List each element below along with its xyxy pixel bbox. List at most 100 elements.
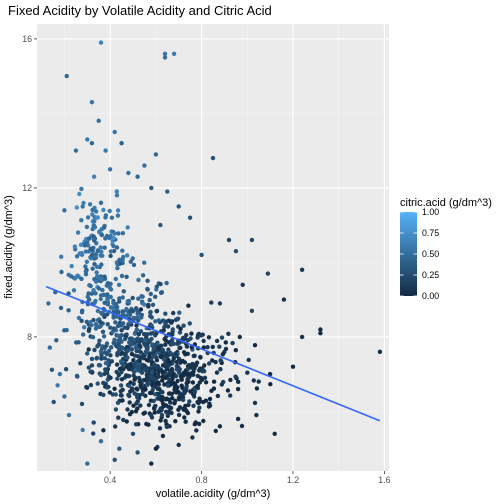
- data-point: [91, 431, 96, 436]
- data-point: [119, 393, 124, 398]
- data-point: [173, 419, 178, 424]
- data-point: [110, 329, 115, 335]
- data-point: [181, 323, 186, 328]
- data-point: [84, 259, 90, 264]
- data-point: [120, 350, 125, 356]
- data-point: [103, 361, 109, 366]
- data-point: [116, 415, 121, 420]
- data-point: [187, 399, 192, 404]
- data-point: [131, 358, 136, 363]
- data-point: [66, 272, 71, 277]
- minor-gridlines: [37, 24, 389, 471]
- data-point: [124, 313, 129, 318]
- data-point: [108, 353, 113, 358]
- data-point: [151, 398, 156, 404]
- data-point: [218, 367, 223, 372]
- data-point: [75, 230, 81, 235]
- data-point: [152, 410, 157, 415]
- data-point: [236, 379, 241, 384]
- data-point: [99, 227, 105, 232]
- data-point: [59, 269, 64, 275]
- data-point: [149, 370, 155, 375]
- data-point: [197, 396, 202, 401]
- data-point: [149, 461, 154, 466]
- data-point: [156, 374, 161, 379]
- data-point: [190, 435, 195, 440]
- data-points: [46, 40, 383, 466]
- data-point: [75, 273, 80, 278]
- data-point: [318, 327, 323, 332]
- data-point: [138, 329, 144, 334]
- data-point: [246, 357, 251, 363]
- data-point: [80, 427, 85, 433]
- data-point: [92, 300, 97, 306]
- data-point: [223, 340, 228, 345]
- data-point: [162, 51, 168, 56]
- data-point: [47, 345, 52, 350]
- data-point: [153, 319, 158, 324]
- data-point: [176, 412, 182, 418]
- data-point: [115, 351, 120, 356]
- data-point: [98, 319, 103, 325]
- legend-title: citric.acid (g/dm^3): [400, 197, 492, 209]
- colorbar-legend: citric.acid (g/dm^3) 0.00 0.25 0.50 0.75 1.0…: [400, 197, 492, 301]
- data-point: [129, 351, 135, 357]
- data-point: [147, 297, 152, 303]
- data-point: [74, 205, 80, 210]
- data-point: [152, 345, 157, 350]
- data-point: [159, 398, 165, 403]
- data-point: [136, 296, 141, 301]
- data-point: [98, 323, 103, 329]
- data-point: [134, 401, 139, 406]
- data-point: [158, 418, 163, 423]
- x-tick-label: 1.2: [287, 475, 299, 485]
- data-point: [117, 299, 122, 304]
- data-point: [99, 310, 104, 316]
- data-point: [171, 381, 177, 386]
- data-point: [131, 315, 136, 321]
- data-point: [156, 382, 161, 387]
- data-point: [108, 233, 113, 239]
- data-point: [126, 362, 131, 367]
- data-point: [92, 256, 97, 261]
- data-point: [91, 174, 97, 179]
- data-point: [166, 358, 171, 364]
- data-point: [153, 294, 158, 299]
- major-gridlines: [37, 24, 389, 471]
- data-point: [118, 383, 124, 388]
- data-point: [57, 371, 63, 377]
- data-point: [160, 378, 165, 383]
- data-point: [174, 367, 180, 372]
- data-point: [149, 185, 154, 191]
- colorbar-tick-label: 0.25: [422, 270, 439, 280]
- data-point: [84, 224, 90, 230]
- data-point: [115, 400, 121, 405]
- data-point: [154, 309, 159, 314]
- data-point: [175, 316, 181, 321]
- data-point: [79, 250, 84, 256]
- data-point: [169, 337, 175, 343]
- data-point: [108, 325, 113, 330]
- data-point: [140, 391, 145, 397]
- data-point: [108, 253, 113, 259]
- data-point: [240, 282, 245, 287]
- data-point: [213, 428, 218, 434]
- data-point: [190, 372, 195, 377]
- data-point: [89, 141, 95, 146]
- data-point: [195, 335, 200, 340]
- data-point: [221, 379, 226, 385]
- data-point: [142, 332, 147, 337]
- data-point: [194, 428, 199, 433]
- data-point: [129, 347, 135, 352]
- data-point: [160, 374, 165, 380]
- data-point: [89, 291, 95, 296]
- data-point: [90, 335, 96, 340]
- data-point: [199, 252, 204, 258]
- data-point: [88, 320, 93, 325]
- data-point: [188, 336, 193, 341]
- data-point: [112, 457, 117, 462]
- data-point: [144, 376, 150, 381]
- data-point: [150, 302, 156, 307]
- data-point: [127, 336, 133, 341]
- data-point: [185, 410, 191, 416]
